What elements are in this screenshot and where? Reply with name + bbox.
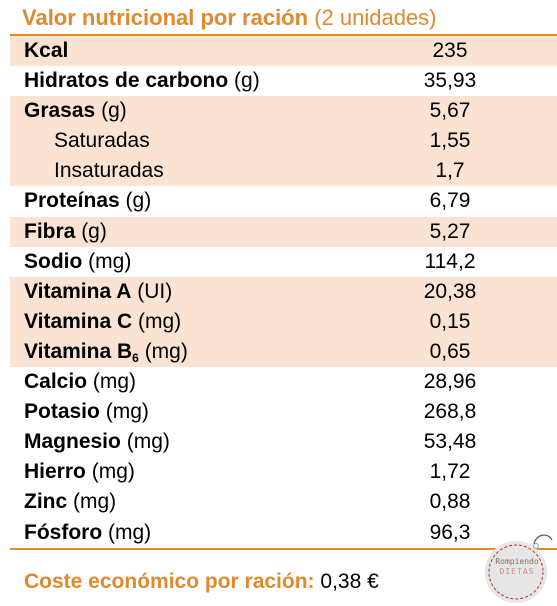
nutrient-value: 5,67: [429, 99, 471, 123]
nutrient-name: Saturadas: [54, 129, 150, 153]
nutrient-value: 114,2: [424, 249, 476, 273]
nutrient-label: Fósforo (mg): [24, 518, 151, 548]
nutrient-unit: (mg): [92, 370, 137, 394]
nutrient-name: Calcio: [24, 370, 88, 394]
nutrient-label: Fibra (g): [24, 217, 107, 247]
nutrient-label: Kcal: [24, 36, 68, 66]
nutrient-row: Hidratos de carbono (g) 35,93: [10, 66, 557, 96]
nutrition-title: Valor nutricional por ración (2 unidades…: [22, 2, 552, 34]
nutrient-label: Calcio (mg): [24, 367, 136, 397]
nutrient-value: 28,96: [423, 370, 477, 394]
nutrient-row: Insaturadas 1,7: [10, 156, 557, 187]
nutrient-unit: (g): [81, 219, 107, 243]
nutrient-row: Vitamina C (mg) 0,15: [10, 306, 557, 337]
nutrient-name: Vitamina C: [24, 309, 133, 333]
nutrient-row: Vitamina A (UI) 20,38: [10, 276, 557, 307]
nutrient-name: Magnesio: [24, 430, 121, 454]
nutrient-name: Vitamina B: [24, 339, 133, 363]
nutrient-value: 53,48: [423, 430, 477, 454]
logo-text: Rompiendo DIETAS: [486, 557, 548, 577]
nutrient-unit: (mg): [88, 249, 132, 273]
nutrient-row: Fibra (g) 5,27: [10, 216, 557, 247]
nutrient-value: 35,93: [423, 69, 477, 93]
nutrient-name: Grasas: [24, 99, 96, 123]
nutrition-title-portion: (2 unidades): [314, 5, 437, 30]
nutrient-row: Fósforo (mg) 96,3: [10, 518, 557, 548]
nutrient-name: Vitamina A: [24, 279, 132, 303]
nutrient-unit: (mg): [73, 490, 117, 514]
nutrient-name: Kcal: [24, 39, 69, 62]
nutrient-name: Sodio: [24, 249, 83, 273]
nutrient-name: Zinc: [24, 490, 68, 514]
cost-line: Coste económico por ración: 0,38 €: [24, 566, 379, 598]
nutrient-name: Hierro: [24, 460, 86, 484]
nutrient-value: 20,38: [423, 279, 477, 303]
nutrition-table: Kcal 235 Hidratos de carbono (g) 35,93 Grasa…: [10, 34, 557, 548]
nutrient-row: Kcal 235: [10, 36, 557, 67]
nutrient-label: Zinc (mg): [24, 487, 116, 517]
nutrient-row: Vitamina B6 (mg) 0,65: [10, 336, 557, 368]
nutrient-value: 1,7: [435, 159, 465, 183]
nutrient-label: Sodio (mg): [24, 247, 131, 277]
nutrient-label: Vitamina A (UI): [24, 277, 172, 307]
nutrient-value: 235: [432, 39, 468, 62]
nutrient-value: 0,15: [429, 309, 471, 333]
cost-value: 0,38 €: [320, 570, 379, 593]
nutrient-unit: (g): [125, 189, 152, 213]
nutrient-unit: (mg): [91, 460, 135, 484]
nutrient-value: 0,88: [429, 490, 471, 514]
nutrient-row: Sodio (mg) 114,2: [10, 247, 557, 277]
nutrient-value: 1,72: [429, 460, 471, 484]
nutrient-subscript: 6: [132, 350, 139, 365]
nutrient-row: Calcio (mg) 28,96: [10, 367, 557, 397]
nutrient-label: Potasio (mg): [24, 397, 149, 427]
table-bottom-rule: [10, 548, 557, 550]
nutrition-title-main: Valor nutricional por ración: [22, 5, 309, 30]
nutrient-name: Proteínas: [24, 189, 120, 213]
nutrient-label: Vitamina B6 (mg): [24, 337, 188, 367]
nutrient-unit: (g): [101, 99, 127, 123]
nutrient-unit: (mg): [108, 520, 152, 544]
nutrient-row: Magnesio (mg) 53,48: [10, 427, 557, 457]
logo-line-2: DIETAS: [499, 567, 535, 576]
nutrient-label: Magnesio (mg): [24, 427, 170, 457]
nutrient-value: 0,65: [429, 339, 471, 363]
nutrient-label: Hidratos de carbono (g): [24, 66, 260, 96]
nutrient-row: Saturadas 1,55: [10, 126, 557, 157]
nutrient-unit: (mg): [138, 309, 182, 333]
nutrient-unit: (UI): [137, 279, 173, 303]
nutrient-name: Insaturadas: [54, 159, 164, 183]
nutrient-name: Fósforo: [24, 520, 103, 544]
nutrient-unit: (mg): [144, 339, 188, 363]
nutrient-label: Proteínas (g): [24, 186, 151, 216]
cost-label: Coste económico por ración:: [24, 570, 315, 593]
logo-line-1: Rompiendo: [495, 557, 539, 566]
nutrient-label: Insaturadas: [54, 156, 164, 186]
nutrient-value: 1,55: [429, 129, 471, 153]
nutrient-unit: (g): [234, 69, 260, 93]
nutrient-value: 5,27: [429, 219, 471, 243]
nutrient-row: Hierro (mg) 1,72: [10, 457, 557, 487]
nutrient-label: Hierro (mg): [24, 457, 135, 487]
nutrient-label: Saturadas: [54, 126, 150, 156]
nutrient-name: Potasio: [24, 400, 100, 424]
nutrient-row: Zinc (mg) 0,88: [10, 487, 557, 517]
nutrient-row: Proteínas (g) 6,79: [10, 186, 557, 216]
rompiendo-dietas-logo: [485, 534, 553, 603]
nutrient-value: 268,8: [423, 400, 477, 424]
nutrient-label: Grasas (g): [24, 96, 127, 126]
nutrient-row: Grasas (g) 5,67: [10, 96, 557, 127]
nutrient-value: 6,79: [429, 189, 471, 213]
nutrient-unit: (mg): [126, 430, 170, 454]
nutrient-row: Potasio (mg) 268,8: [10, 397, 557, 427]
nutrient-name: Fibra: [24, 219, 76, 243]
nutrient-unit: (mg): [105, 400, 149, 424]
nutrient-label: Vitamina C (mg): [24, 307, 181, 337]
nutrient-name: Hidratos de carbono: [24, 69, 229, 93]
nutrient-value: 96,3: [429, 520, 471, 544]
